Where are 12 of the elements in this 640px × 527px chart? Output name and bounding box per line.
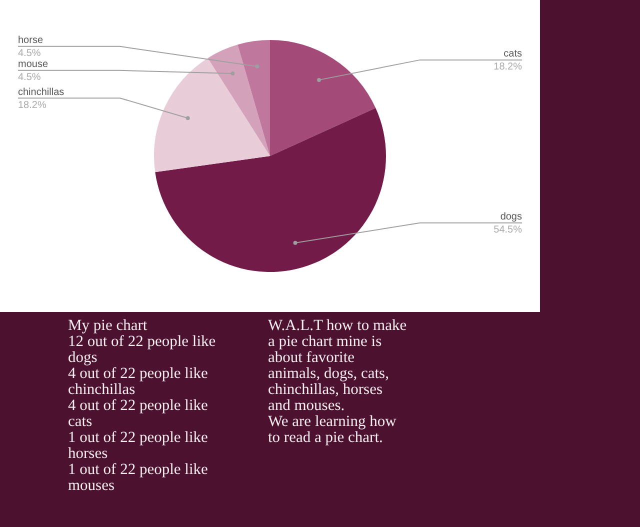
text: My pie chart 12 out of 22 people like dogs 4 out of 22 people like chinchillas 4 out of 22 people like cats 1 out of 22 people like horses 1 out of 22 people like mouses — [68, 317, 216, 494]
data-label: 4.5% — [18, 72, 41, 84]
slice-label: dogs — [500, 212, 522, 223]
slice-label: chinchillas — [18, 86, 64, 98]
data-label: 54.5% — [494, 224, 522, 236]
slice-label: mouse — [18, 59, 48, 70]
data-label: 18.2% — [494, 62, 522, 73]
data-label: 18.2% — [18, 100, 46, 111]
slice-label: horse — [18, 35, 44, 46]
data-label: 4.5% — [18, 48, 41, 60]
text: W.A.L.T how to make a pie chart mine is about favorite animals, dogs, cats, chinchillas, horses and mouses. We are learning how to read a pie chart. — [268, 317, 408, 446]
slice-label: cats — [504, 48, 522, 60]
